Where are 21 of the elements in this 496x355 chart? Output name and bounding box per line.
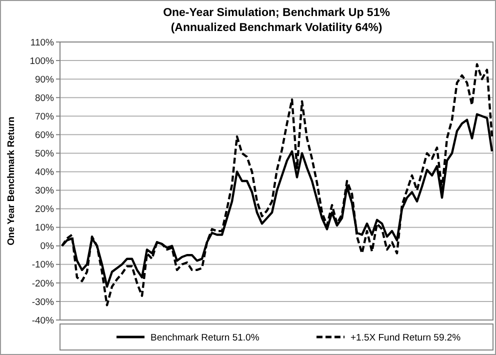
- y-tick-label: 20%: [34, 204, 55, 216]
- y-tick-label: 50%: [34, 148, 55, 160]
- y-tick-label: 100%: [30, 56, 55, 67]
- y-tick-label: 90%: [34, 74, 55, 86]
- y-tick-label: -10%: [32, 260, 55, 271]
- chart-title: One-Year Simulation; Benchmark Up 51%: [163, 7, 390, 19]
- y-tick-label: 0%: [40, 241, 55, 252]
- y-tick-label: 70%: [34, 111, 55, 122]
- y-tick-label: 10%: [34, 222, 55, 234]
- legend-label: Benchmark Return 51.0%: [150, 332, 260, 344]
- y-tick-label: 110%: [30, 37, 55, 48]
- y-tick-label: -30%: [32, 296, 55, 308]
- y-axis-title: One Year Benchmark Return: [6, 116, 17, 246]
- chart-subtitle: (Annualized Benchmark Volatility 64%): [170, 22, 382, 34]
- y-tick-label: 40%: [34, 167, 55, 178]
- legend-label: +1.5X Fund Return 59.2%: [350, 332, 462, 344]
- y-tick-label: 80%: [34, 92, 55, 104]
- y-tick-label: 30%: [34, 186, 55, 197]
- y-tick-label: -40%: [32, 315, 55, 326]
- y-tick-label: 60%: [34, 130, 55, 141]
- y-tick-label: -20%: [32, 278, 55, 290]
